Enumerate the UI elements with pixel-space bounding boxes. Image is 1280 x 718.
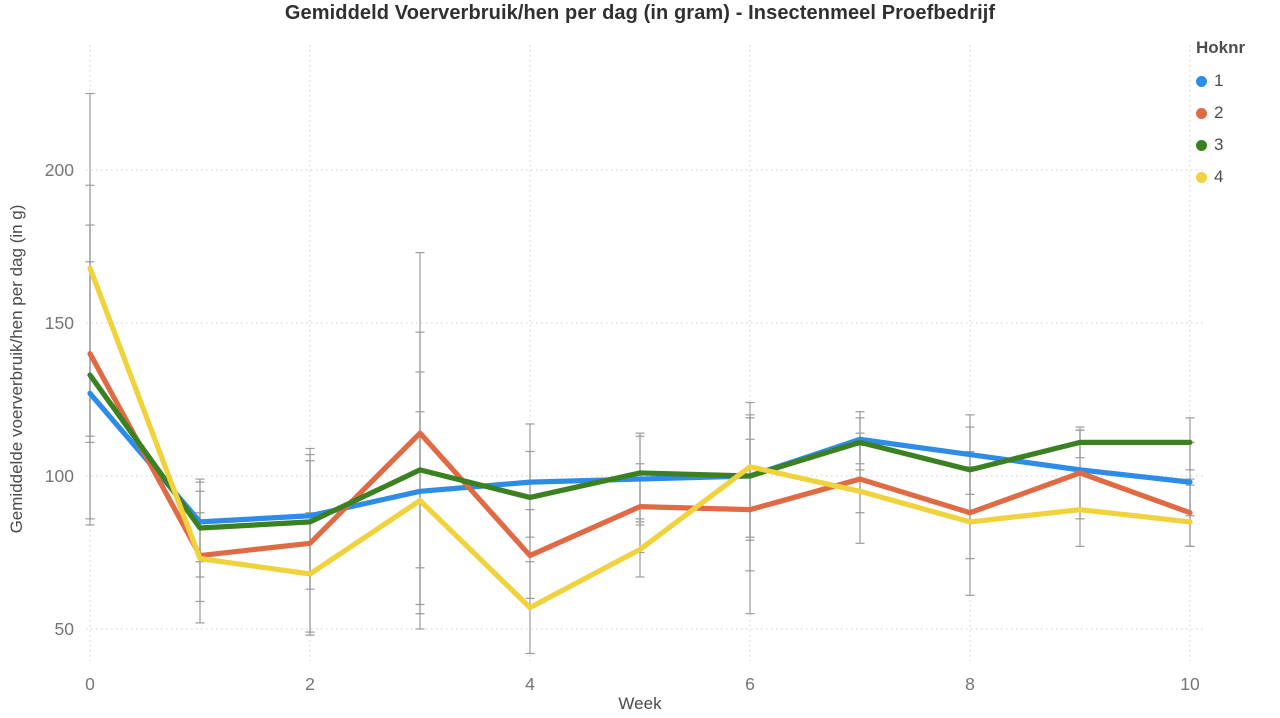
legend-dot-yellow-icon [1196, 171, 1207, 183]
legend-item-hok-4[interactable]: 4 [1196, 168, 1245, 186]
series-line-hok-2 [87, 351, 1193, 559]
chart-title: Gemiddeld Voerverbruik/hen per dag (in g… [284, 2, 996, 24]
legend-title: Hoknr [1196, 38, 1246, 57]
series-line-hok-3 [87, 372, 1193, 531]
series-line-hok-4 [87, 265, 1193, 611]
y-tick-label: 150 [45, 313, 74, 333]
legend-item-hok-1[interactable]: 1 [1196, 72, 1245, 90]
y-tick-label: 50 [55, 619, 75, 639]
legend: Hoknr 1 2 3 4 [1196, 38, 1245, 200]
legend-item-label: 3 [1214, 135, 1224, 154]
x-axis-title: Week [618, 694, 662, 713]
legend-item-label: 2 [1214, 103, 1224, 122]
y-tick-label: 100 [45, 466, 74, 486]
x-tick-label: 8 [965, 674, 975, 694]
y-axis-title: Gemiddelde voerverbruik/hen per dag (in … [7, 204, 26, 534]
legend-dot-blue-icon [1196, 75, 1207, 87]
x-tick-label: 2 [305, 674, 315, 694]
legend-item-hok-2[interactable]: 2 [1196, 104, 1245, 122]
legend-dot-orange-icon [1196, 107, 1207, 119]
legend-item-label: 4 [1214, 167, 1224, 186]
legend-item-hok-3[interactable]: 3 [1196, 136, 1245, 154]
x-tick-label: 10 [1180, 674, 1200, 694]
x-tick-label: 0 [85, 674, 95, 694]
legend-item-label: 1 [1214, 71, 1224, 90]
x-tick-label: 6 [745, 674, 755, 694]
y-tick-label: 200 [45, 160, 74, 180]
x-tick-label: 4 [525, 674, 535, 694]
legend-dot-green-icon [1196, 139, 1207, 151]
